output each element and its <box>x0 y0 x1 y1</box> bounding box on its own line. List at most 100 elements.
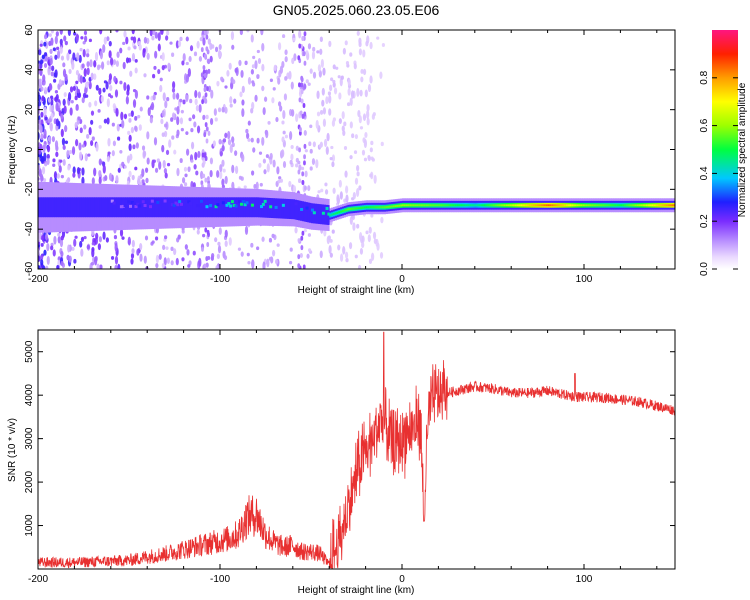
noise-speck <box>307 248 312 253</box>
ridge-peak <box>589 204 592 207</box>
ridge-band <box>307 202 310 223</box>
noise-speck <box>222 168 226 173</box>
noise-speck <box>104 174 108 182</box>
noise-speck <box>214 117 218 122</box>
ridge-peak <box>624 204 627 207</box>
spectrogram-y-tick-label: 20 <box>24 104 35 116</box>
noise-speck <box>116 51 120 58</box>
ridge-peak <box>531 204 534 207</box>
noise-speck <box>170 260 174 266</box>
ridge-band <box>110 197 113 218</box>
noise-speck <box>263 96 268 102</box>
noise-speck <box>53 171 58 180</box>
noise-speck <box>100 61 105 70</box>
noise-speck <box>342 246 346 255</box>
noise-speck <box>106 98 110 108</box>
noise-speck <box>61 137 66 146</box>
noise-speck <box>231 136 235 144</box>
noise-speck <box>91 136 95 141</box>
ridge-band <box>103 197 106 218</box>
noise-speck <box>344 170 348 178</box>
noise-speck <box>338 118 342 124</box>
noise-speck <box>43 152 47 162</box>
ridge-core <box>263 199 267 203</box>
ridge-band <box>107 197 110 218</box>
noise-speck <box>40 86 44 92</box>
noise-speck <box>199 37 203 42</box>
noise-speck <box>114 264 118 269</box>
ridge-peak <box>536 204 539 207</box>
noise-speck <box>39 68 43 77</box>
ridge-core <box>141 200 145 204</box>
ridge-peak <box>542 204 545 207</box>
ridge-peak <box>613 204 616 207</box>
noise-speck <box>371 158 375 162</box>
noise-streak <box>301 179 305 185</box>
noise-speck <box>107 151 111 155</box>
noise-speck <box>50 71 54 77</box>
ridge-band <box>132 197 135 218</box>
noise-speck <box>281 61 285 68</box>
noise-speck <box>326 132 330 142</box>
noise-speck <box>112 140 117 147</box>
noise-streak <box>203 86 207 92</box>
spectrogram-x-axis-label: Height of straight line (km) <box>298 285 415 296</box>
noise-speck <box>105 81 109 90</box>
noise-speck <box>343 121 347 127</box>
noise-speck <box>59 238 64 248</box>
noise-speck <box>243 185 247 189</box>
noise-speck <box>97 108 101 113</box>
snr-y-tick-label: 2000 <box>24 471 35 494</box>
ridge-peak <box>503 204 507 207</box>
noise-streak <box>299 110 303 116</box>
ridge-band <box>98 197 101 218</box>
ridge-peak <box>361 206 365 209</box>
ridge-core <box>230 200 234 204</box>
noise-speck <box>288 260 293 265</box>
ridge-core <box>261 202 265 206</box>
noise-speck <box>109 84 113 92</box>
noise-speck <box>114 255 119 265</box>
noise-speck <box>281 34 286 39</box>
snr-y-tick-label: 4000 <box>24 384 35 407</box>
noise-speck <box>187 264 191 268</box>
noise-speck <box>325 96 329 105</box>
noise-speck <box>91 242 95 246</box>
ridge-peak <box>604 204 607 207</box>
noise-speck <box>91 177 95 185</box>
noise-speck <box>238 59 242 67</box>
noise-speck <box>198 257 202 267</box>
ridge-band <box>43 197 46 218</box>
noise-speck <box>356 223 360 229</box>
noise-speck <box>256 246 260 251</box>
ridge-band <box>39 197 43 218</box>
noise-speck <box>54 54 58 60</box>
ridge-band <box>118 197 121 218</box>
noise-speck <box>292 37 296 42</box>
ridge-peak <box>496 204 499 207</box>
ridge-core <box>240 202 244 206</box>
noise-speck <box>88 101 92 108</box>
noise-speck <box>59 46 63 54</box>
noise-speck <box>112 103 116 110</box>
noise-speck <box>150 102 155 111</box>
noise-speck <box>99 30 103 35</box>
noise-speck <box>190 159 194 163</box>
ridge-band <box>225 197 228 218</box>
ridge-peak <box>405 204 408 207</box>
ridge-band <box>125 197 128 218</box>
ridge-core <box>179 202 183 206</box>
noise-speck <box>54 35 58 45</box>
noise-speck <box>183 182 188 187</box>
noise-speck <box>342 130 346 137</box>
noise-speck <box>317 190 321 194</box>
noise-speck <box>50 245 54 251</box>
noise-speck <box>161 144 165 153</box>
ridge-peak <box>422 204 425 207</box>
noise-speck <box>67 244 71 253</box>
noise-speck <box>63 92 67 98</box>
noise-speck <box>367 84 372 93</box>
ridge-peak <box>565 204 568 207</box>
noise-speck <box>41 54 45 60</box>
